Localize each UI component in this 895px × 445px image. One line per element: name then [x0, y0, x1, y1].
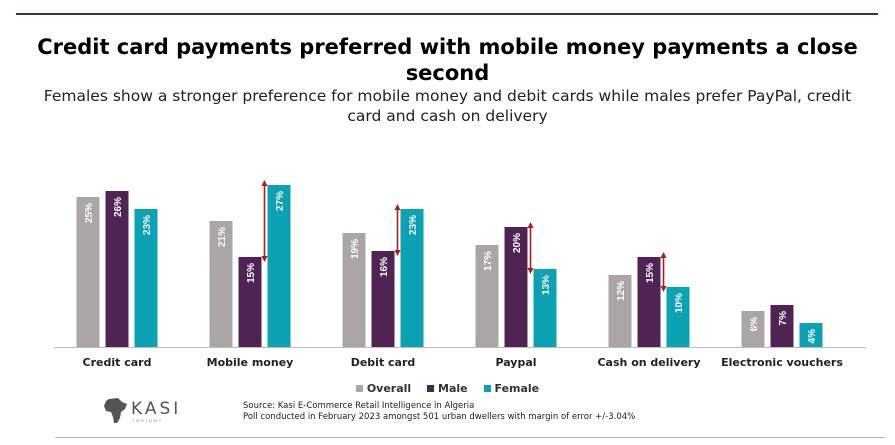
data-label-overall-electronic-vouchers: 6% — [749, 317, 760, 332]
category-label-mobile-money: Mobile money — [207, 356, 294, 369]
bar-female-cash-on-delivery — [666, 287, 690, 347]
data-label-female-mobile-money: 27% — [275, 191, 286, 211]
africa-map-icon — [104, 398, 127, 423]
bar-male-paypal — [504, 227, 528, 347]
category-label-debit-card: Debit card — [351, 356, 416, 369]
bar-overall-credit-card — [76, 197, 100, 347]
data-label-male-debit-card: 16% — [379, 257, 390, 277]
bar-female-credit-card — [134, 209, 158, 347]
bottom-divider — [55, 437, 885, 438]
bar-male-mobile-money — [238, 257, 262, 347]
bar-overall-electronic-vouchers — [741, 311, 765, 347]
legend-swatch-female — [483, 385, 491, 392]
data-label-overall-cash-on-delivery: 12% — [616, 281, 627, 301]
legend-swatch-male — [427, 385, 435, 392]
category-label-cash-on-delivery: Cash on delivery — [597, 356, 700, 369]
bar-overall-paypal — [475, 245, 499, 347]
data-label-male-cash-on-delivery: 15% — [645, 263, 656, 283]
legend-swatch-overall — [355, 385, 363, 392]
source-line-2: Poll conducted in February 2023 amongst … — [243, 412, 636, 422]
chart-subtitle: Females show a stronger preference for m… — [43, 87, 852, 125]
data-label-female-cash-on-delivery: 10% — [674, 293, 685, 313]
legend: Overall Male Female — [0, 382, 895, 395]
bar-female-mobile-money — [267, 185, 291, 347]
source-note: Source: Kasi E-Commerce Retail Intellige… — [243, 401, 635, 423]
legend-item-overall: Overall — [355, 382, 412, 395]
category-label-paypal: Paypal — [495, 356, 536, 369]
data-label-male-paypal: 20% — [512, 233, 523, 253]
data-label-overall-credit-card: 25% — [84, 203, 95, 223]
chart-title: Credit card payments preferred with mobi… — [37, 35, 858, 85]
legend-label-male: Male — [438, 382, 468, 395]
logo-tagline: INSIGHT — [133, 418, 164, 423]
top-divider — [16, 13, 878, 15]
data-label-male-credit-card: 26% — [113, 197, 124, 217]
logo-text: KASI — [131, 399, 182, 419]
data-label-female-credit-card: 23% — [142, 215, 153, 235]
bar-female-electronic-vouchers — [799, 323, 823, 347]
bar-overall-cash-on-delivery — [608, 275, 632, 347]
legend-label-overall: Overall — [366, 382, 412, 395]
bar-overall-debit-card — [342, 233, 366, 347]
category-label-electronic-vouchers: Electronic vouchers — [721, 356, 843, 369]
bar-overall-mobile-money — [209, 221, 233, 347]
bar-male-electronic-vouchers — [770, 305, 794, 347]
category-label-credit-card: Credit card — [83, 356, 152, 369]
data-label-male-electronic-vouchers: 7% — [778, 311, 789, 326]
data-label-overall-paypal: 17% — [483, 251, 494, 271]
data-label-overall-mobile-money: 21% — [217, 227, 228, 247]
source-line-1: Source: Kasi E-Commerce Retail Intellige… — [243, 401, 475, 411]
data-label-overall-debit-card: 19% — [350, 239, 361, 259]
bar-female-paypal — [533, 269, 557, 347]
bar-male-debit-card — [371, 251, 395, 347]
legend-item-female: Female — [483, 382, 540, 395]
bar-male-cash-on-delivery — [637, 257, 661, 347]
data-label-female-debit-card: 23% — [408, 215, 419, 235]
data-label-female-paypal: 13% — [541, 275, 552, 295]
data-label-male-mobile-money: 15% — [246, 263, 257, 283]
bar-male-credit-card — [105, 191, 129, 347]
legend-label-female: Female — [494, 382, 540, 395]
legend-item-male: Male — [427, 382, 468, 395]
bar-female-debit-card — [400, 209, 424, 347]
kasi-logo: KASI INSIGHT — [103, 397, 223, 425]
data-label-female-electronic-vouchers: 4% — [807, 329, 818, 344]
